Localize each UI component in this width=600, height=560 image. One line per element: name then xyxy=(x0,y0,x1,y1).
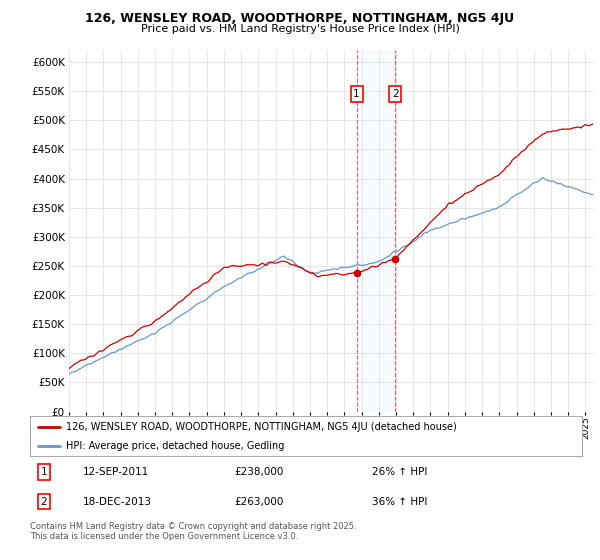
Text: HPI: Average price, detached house, Gedling: HPI: Average price, detached house, Gedl… xyxy=(66,441,284,450)
Text: £238,000: £238,000 xyxy=(234,467,284,477)
Text: £263,000: £263,000 xyxy=(234,497,284,507)
Text: 1: 1 xyxy=(40,467,47,477)
Text: 2: 2 xyxy=(40,497,47,507)
Text: 18-DEC-2013: 18-DEC-2013 xyxy=(82,497,151,507)
Text: 126, WENSLEY ROAD, WOODTHORPE, NOTTINGHAM, NG5 4JU (detached house): 126, WENSLEY ROAD, WOODTHORPE, NOTTINGHA… xyxy=(66,422,457,432)
Text: 36% ↑ HPI: 36% ↑ HPI xyxy=(372,497,428,507)
Text: 126, WENSLEY ROAD, WOODTHORPE, NOTTINGHAM, NG5 4JU: 126, WENSLEY ROAD, WOODTHORPE, NOTTINGHA… xyxy=(85,12,515,25)
Text: Price paid vs. HM Land Registry's House Price Index (HPI): Price paid vs. HM Land Registry's House … xyxy=(140,24,460,34)
Text: Contains HM Land Registry data © Crown copyright and database right 2025.
This d: Contains HM Land Registry data © Crown c… xyxy=(30,522,356,542)
Text: 12-SEP-2011: 12-SEP-2011 xyxy=(82,467,149,477)
Text: 26% ↑ HPI: 26% ↑ HPI xyxy=(372,467,428,477)
Text: 2: 2 xyxy=(392,89,398,99)
Text: 1: 1 xyxy=(353,89,360,99)
Bar xyxy=(356,50,395,412)
